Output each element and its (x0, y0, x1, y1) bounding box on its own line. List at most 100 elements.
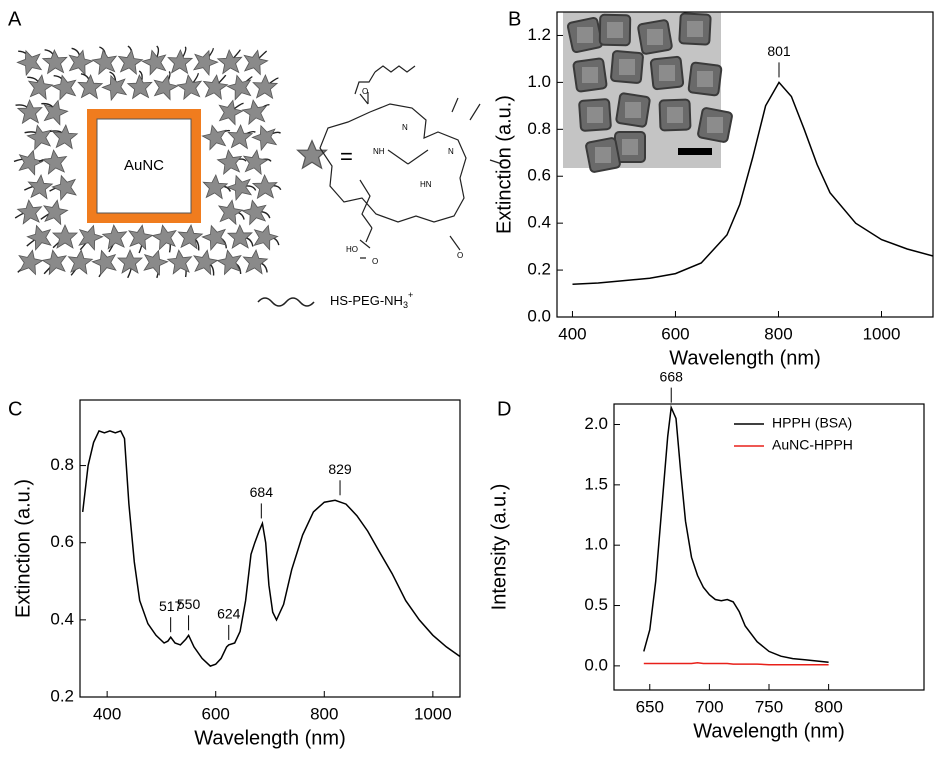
star (217, 199, 244, 226)
nanocage-core (622, 139, 638, 155)
y-axis-label: Extinction (a.u.) (493, 95, 515, 234)
star (216, 149, 243, 175)
nanocage-core (707, 117, 723, 133)
star-key (296, 139, 328, 170)
y-tick-label: 0.8 (50, 455, 74, 474)
annotation: 668 (660, 368, 684, 384)
star (227, 124, 254, 150)
star (216, 249, 242, 276)
y-tick-label: 0.0 (584, 655, 608, 674)
annotation: 517 (159, 598, 183, 614)
molecule (319, 65, 503, 259)
molecule-label: N (402, 123, 408, 132)
nanocage-core (582, 67, 598, 83)
annotation: 550 (177, 596, 201, 612)
x-tick-label: 800 (310, 704, 338, 723)
x-tick-label: 600 (202, 704, 230, 723)
chart-panel: B 400 600 800 1000 0.0 0.2 0.4 0.6 0.8 1.0 1.2 Wavel… (493, 8, 934, 369)
y-tick-label: 1.5 (584, 474, 608, 493)
scale-bar (678, 148, 712, 155)
x-axis-label: Wavelength (nm) (669, 347, 821, 369)
star (201, 224, 227, 251)
nanocage-core (587, 107, 603, 123)
star (176, 74, 203, 101)
x-tick-label: 1000 (863, 324, 901, 343)
nanocage-core (607, 22, 623, 38)
star (51, 174, 77, 201)
plot-frame (556, 11, 934, 318)
star (126, 74, 153, 100)
star (226, 224, 253, 250)
star (166, 249, 193, 275)
annotation: 624 (217, 606, 241, 622)
equals: = (340, 144, 353, 169)
star (26, 124, 52, 151)
y-tick-label: 1.2 (527, 25, 551, 44)
star (141, 49, 167, 76)
nanocage-core (659, 65, 675, 81)
y-tick-label: 0.4 (527, 213, 551, 232)
y-tick-label: 1.0 (584, 535, 608, 554)
y-tick-label: 0.8 (527, 119, 551, 138)
star (251, 174, 278, 200)
star (78, 224, 104, 251)
molecule-label: HO (346, 245, 358, 254)
star (193, 249, 219, 276)
x-tick-label: 400 (558, 324, 586, 343)
star (27, 174, 54, 200)
star (151, 224, 177, 251)
nanocage-core (625, 102, 641, 118)
panel-label: A (8, 8, 22, 30)
y-tick-label: 0.5 (584, 595, 608, 614)
annotation: 684 (250, 484, 274, 500)
x-tick-label: 750 (755, 697, 783, 716)
star (202, 74, 229, 100)
chart-panel: D 650 700 750 800 0.0 0.5 1.0 1.5 2.0 Wavelength (… (488, 368, 925, 742)
y-tick-label: 0.6 (50, 532, 74, 551)
data-line (643, 662, 829, 666)
star (16, 99, 43, 125)
data-line (643, 404, 829, 663)
legend-label: HPPH (BSA) (772, 415, 852, 431)
nanocage-core (619, 59, 635, 75)
x-axis-label: Wavelength (nm) (693, 720, 845, 742)
star (52, 124, 79, 150)
star (41, 249, 67, 276)
star (101, 224, 128, 250)
nanocage-core (697, 71, 713, 87)
peg-label: HS-PEG-NH3+ (330, 290, 413, 310)
star (43, 99, 69, 126)
star (167, 49, 194, 75)
star (243, 49, 269, 76)
star (18, 249, 44, 276)
y-tick-label: 0.4 (50, 609, 74, 628)
peg-sup: + (408, 290, 413, 300)
nanocage-core (595, 147, 611, 163)
star (252, 74, 279, 100)
diagram-a: A AuNC = NH N N HN HO O O O HS-PEG-NH3+ (8, 8, 503, 310)
molecule-label: N (448, 147, 454, 156)
star (242, 149, 269, 176)
y-axis-label: Extinction (a.u.) (12, 479, 34, 618)
star (26, 224, 52, 251)
panel-label: B (508, 8, 521, 30)
annotation: 829 (328, 461, 352, 477)
nanocage-core (667, 107, 683, 123)
star (153, 74, 179, 101)
star (116, 249, 144, 274)
star (241, 199, 267, 226)
x-tick-label: 700 (695, 697, 723, 716)
star (253, 224, 279, 251)
x-tick-label: 800 (764, 324, 792, 343)
molecule-label: HN (420, 180, 432, 189)
molecule-label: O (457, 251, 463, 260)
star (251, 124, 278, 152)
panel-label: D (497, 398, 511, 420)
legend-label: AuNC-HPPH (772, 437, 853, 453)
nanocage-core (687, 21, 703, 37)
star (16, 49, 43, 77)
star (226, 74, 252, 101)
star (101, 74, 128, 102)
y-tick-label: 1.0 (527, 72, 551, 91)
chart-panel: C 400 600 800 1000 0.2 0.4 0.6 0.8 Wavelength (nm… (8, 398, 461, 749)
